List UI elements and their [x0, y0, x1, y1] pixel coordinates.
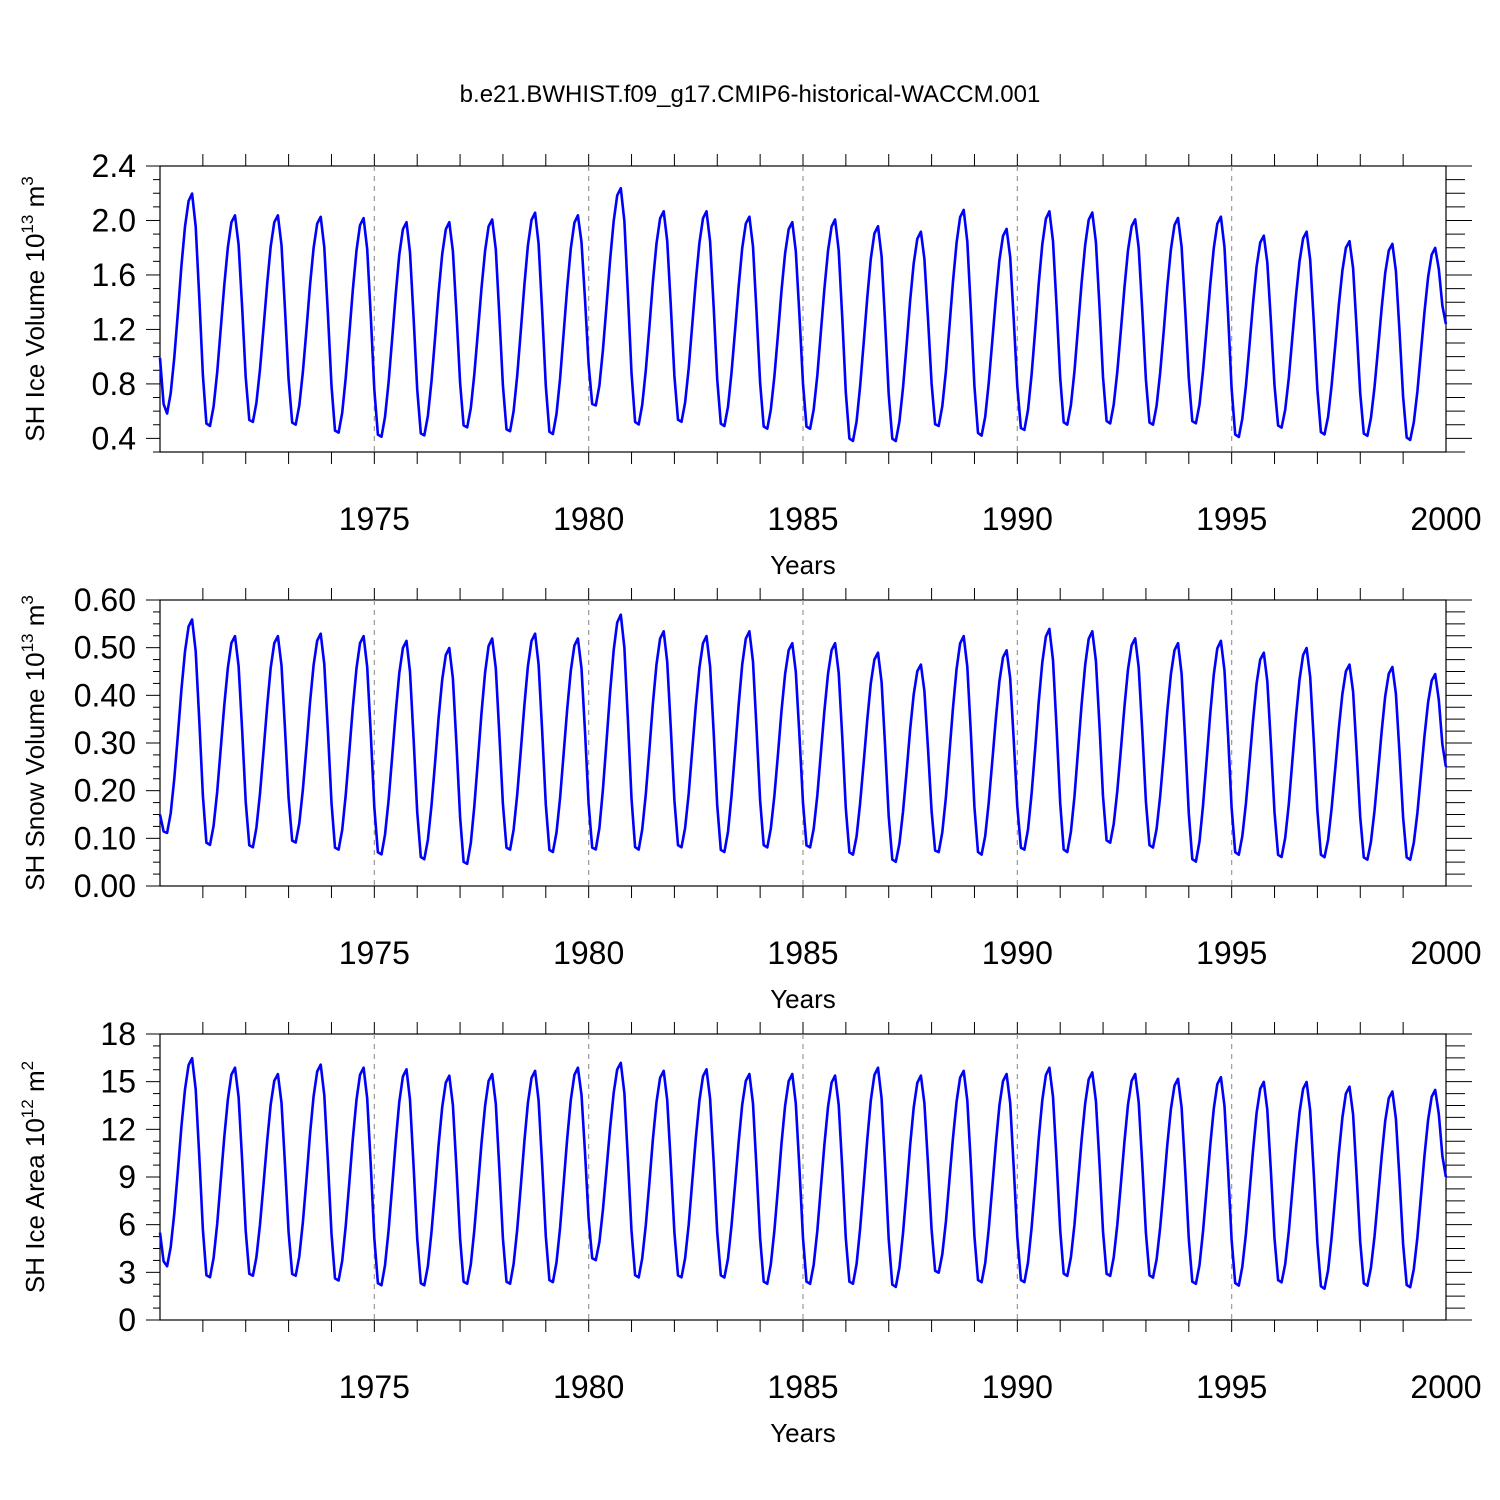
y-tick-label: 0.30 — [74, 725, 136, 761]
x-tick-label: 1985 — [767, 501, 838, 537]
x-tick-label: 1980 — [553, 1369, 624, 1405]
y-tick-label: 18 — [100, 1016, 136, 1052]
y-axis-label: SH Ice Area 1012 m2 — [18, 1061, 50, 1293]
y-tick-label: 0.20 — [74, 773, 136, 809]
y-tick-label: 0.00 — [74, 868, 136, 904]
y-tick-label: 0.10 — [74, 820, 136, 856]
y-tick-label: 0.60 — [74, 582, 136, 618]
x-tick-label: 1990 — [982, 501, 1053, 537]
x-tick-label: 2000 — [1410, 935, 1481, 971]
x-tick-label: 1995 — [1196, 935, 1267, 971]
x-tick-label: 1975 — [339, 935, 410, 971]
x-tick-label: 1990 — [982, 935, 1053, 971]
y-tick-label: 0.40 — [74, 677, 136, 713]
y-tick-label: 6 — [118, 1207, 136, 1243]
y-tick-label: 2.0 — [92, 202, 136, 238]
y-tick-label: 0.8 — [92, 366, 136, 402]
y-tick-label: 1.6 — [92, 257, 136, 293]
x-tick-label: 1995 — [1196, 1369, 1267, 1405]
series-line — [158, 186, 1448, 443]
x-axis-label: Years — [770, 550, 836, 580]
ice-volume-panel: 1975 1980 1985 1990 1995 2000 Years 0.4 0.8 1.2 1.… — [18, 148, 1482, 580]
snow-volume-panel: 1975 1980 1985 1990 1995 2000 Years 0.00 0.10 0.2… — [18, 582, 1482, 1014]
x-axis-label: Years — [770, 984, 836, 1014]
x-tick-label: 1995 — [1196, 501, 1267, 537]
x-tick-label: 2000 — [1410, 1369, 1481, 1405]
y-tick-label: 0.50 — [74, 630, 136, 666]
x-tick-label: 1985 — [767, 1369, 838, 1405]
x-tick-label: 1975 — [339, 1369, 410, 1405]
y-tick-label: 15 — [100, 1064, 136, 1100]
series-line — [158, 1056, 1448, 1290]
x-tick-label: 1980 — [553, 501, 624, 537]
y-tick-label: 0 — [118, 1302, 136, 1338]
x-tick-label: 1990 — [982, 1369, 1053, 1405]
y-tick-label: 12 — [100, 1111, 136, 1147]
y-tick-label: 3 — [118, 1254, 136, 1290]
y-tick-label: 9 — [118, 1159, 136, 1195]
x-tick-label: 1985 — [767, 935, 838, 971]
figure-title: b.e21.BWHIST.f09_g17.CMIP6-historical-WA… — [460, 81, 1041, 108]
x-axis-label: Years — [770, 1418, 836, 1448]
x-tick-label: 1980 — [553, 935, 624, 971]
y-tick-label: 1.2 — [92, 311, 136, 347]
series-line — [158, 613, 1448, 866]
y-axis-label: SH Snow Volume 1013 m3 — [18, 595, 50, 891]
y-tick-label: 2.4 — [92, 148, 136, 184]
x-tick-label: 2000 — [1410, 501, 1481, 537]
ice-area-panel: 1975 1980 1985 1990 1995 2000 Years 0 3 6 9 12 15 18 S… — [18, 1016, 1482, 1448]
y-tick-label: 0.4 — [92, 420, 136, 456]
x-tick-label: 1975 — [339, 501, 410, 537]
y-axis-label: SH Ice Volume 1013 m3 — [18, 176, 50, 441]
